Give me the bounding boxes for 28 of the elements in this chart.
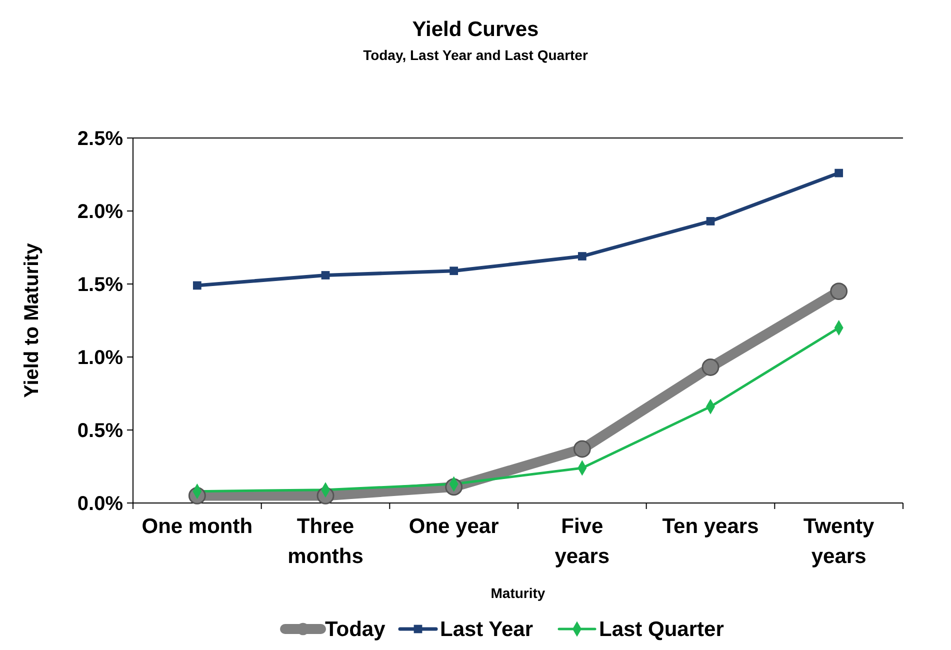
chart-title: Yield Curves: [412, 18, 539, 41]
legend-label: Last Quarter: [599, 618, 724, 641]
point: [578, 252, 586, 260]
x-tick-label: Three months: [288, 515, 364, 568]
legend-label: Last Year: [440, 618, 534, 641]
point: [830, 282, 848, 300]
point: [450, 266, 458, 276]
x-tick-label: Ten years: [662, 515, 759, 538]
x-axis-title: Maturity: [490, 585, 546, 601]
y-axis-title: Yield to Maturity: [21, 242, 43, 398]
point: [702, 358, 720, 376]
x-tick-label: Five years: [554, 515, 610, 568]
y-tick-label: 2.5%: [77, 128, 124, 150]
y-tick-label: 2.0%: [77, 201, 124, 223]
y-tick-label: 0.0%: [77, 493, 124, 515]
x-tick-label: Twenty years: [803, 515, 875, 568]
y-tick-label: 0.5%: [77, 420, 124, 442]
point: [834, 168, 844, 178]
chart-subtitle: Today, Last Year and Last Quarter: [363, 47, 588, 63]
point: [321, 271, 330, 280]
legend-label: Today: [325, 618, 386, 641]
x-tick-label: One month: [142, 515, 253, 538]
y-tick-label: 1.0%: [77, 347, 124, 369]
x-tick-label: One year: [408, 515, 499, 538]
point: [192, 281, 202, 290]
point: [573, 440, 591, 458]
y-tick-label: 1.5%: [77, 274, 124, 296]
point: [706, 217, 715, 226]
